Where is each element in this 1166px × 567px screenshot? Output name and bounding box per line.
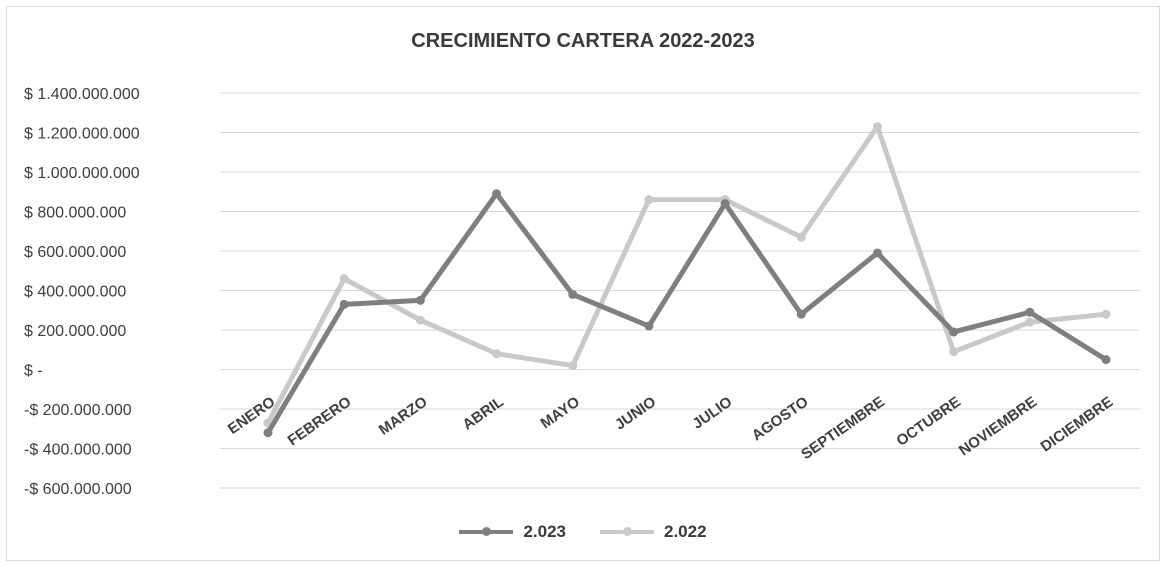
data-point-2.023 xyxy=(1101,355,1111,365)
data-point-2.023 xyxy=(796,309,806,319)
x-tick-label: OCTUBRE xyxy=(893,393,964,449)
x-tick-label: SEPTIEMBRE xyxy=(798,393,888,463)
legend-swatch-2022 xyxy=(600,527,654,536)
data-point-2.023 xyxy=(263,428,273,438)
data-point-2.022 xyxy=(872,122,882,132)
chart-frame xyxy=(6,6,1160,561)
x-tick-label: JULIO xyxy=(689,393,735,432)
series-line-2.023 xyxy=(265,191,1109,436)
x-tick-label: JUNIO xyxy=(612,393,660,433)
data-point-2.022 xyxy=(1101,309,1111,319)
data-point-2.023 xyxy=(644,321,654,331)
chart-legend: 2.023 2.022 xyxy=(0,522,1166,542)
y-tick-label: $ 1.400.000.000 xyxy=(24,86,140,103)
data-point-2.022 xyxy=(339,274,349,284)
data-point-2.023 xyxy=(568,289,578,299)
x-tick-label: AGOSTO xyxy=(749,393,812,444)
y-tick-label: -$ 400.000.000 xyxy=(24,442,132,459)
y-tick-label: $ 1.200.000.000 xyxy=(24,126,140,143)
y-tick-label: $ 200.000.000 xyxy=(24,323,126,340)
series-line-2.022 xyxy=(265,124,1109,426)
x-tick-label: FEBRERO xyxy=(285,393,355,449)
x-tick-label: DICIEMBRE xyxy=(1038,393,1117,455)
data-point-2.022 xyxy=(796,232,806,242)
x-tick-label: MARZO xyxy=(376,393,431,439)
y-tick-label: $ 800.000.000 xyxy=(24,205,126,222)
chart-title: CRECIMIENTO CARTERA 2022-2023 xyxy=(411,30,755,52)
y-tick-label: -$ 600.000.000 xyxy=(24,481,132,498)
data-point-2.022 xyxy=(949,347,959,357)
y-tick-label: $ - xyxy=(24,363,43,380)
y-tick-label: -$ 200.000.000 xyxy=(24,402,132,419)
legend-item-2022: 2.022 xyxy=(600,522,707,542)
data-point-2.023 xyxy=(872,248,882,258)
data-point-2.022 xyxy=(415,315,425,325)
data-point-2.023 xyxy=(949,327,959,337)
data-point-2.022 xyxy=(1025,317,1035,327)
data-point-2.022 xyxy=(568,361,578,371)
data-point-2.022 xyxy=(644,195,654,205)
legend-swatch-2023 xyxy=(459,527,514,536)
legend-label-2023: 2.023 xyxy=(523,522,566,541)
data-point-2.022 xyxy=(492,349,502,359)
x-tick-label: MAYO xyxy=(538,393,584,432)
x-tick-label: NOVIEMBRE xyxy=(956,393,1040,459)
x-tick-label: ABRIL xyxy=(460,393,507,433)
y-tick-label: $ 400.000.000 xyxy=(24,284,126,301)
legend-label-2022: 2.022 xyxy=(664,522,707,541)
legend-item-2023: 2.023 xyxy=(459,522,566,542)
y-tick-label: $ 600.000.000 xyxy=(24,244,126,261)
data-point-2.023 xyxy=(415,295,425,305)
data-point-2.023 xyxy=(720,199,730,209)
data-point-2.023 xyxy=(339,299,349,309)
data-point-2.023 xyxy=(1025,307,1035,317)
data-point-2.023 xyxy=(492,189,502,199)
y-tick-label: $ 1.000.000.000 xyxy=(24,165,140,182)
